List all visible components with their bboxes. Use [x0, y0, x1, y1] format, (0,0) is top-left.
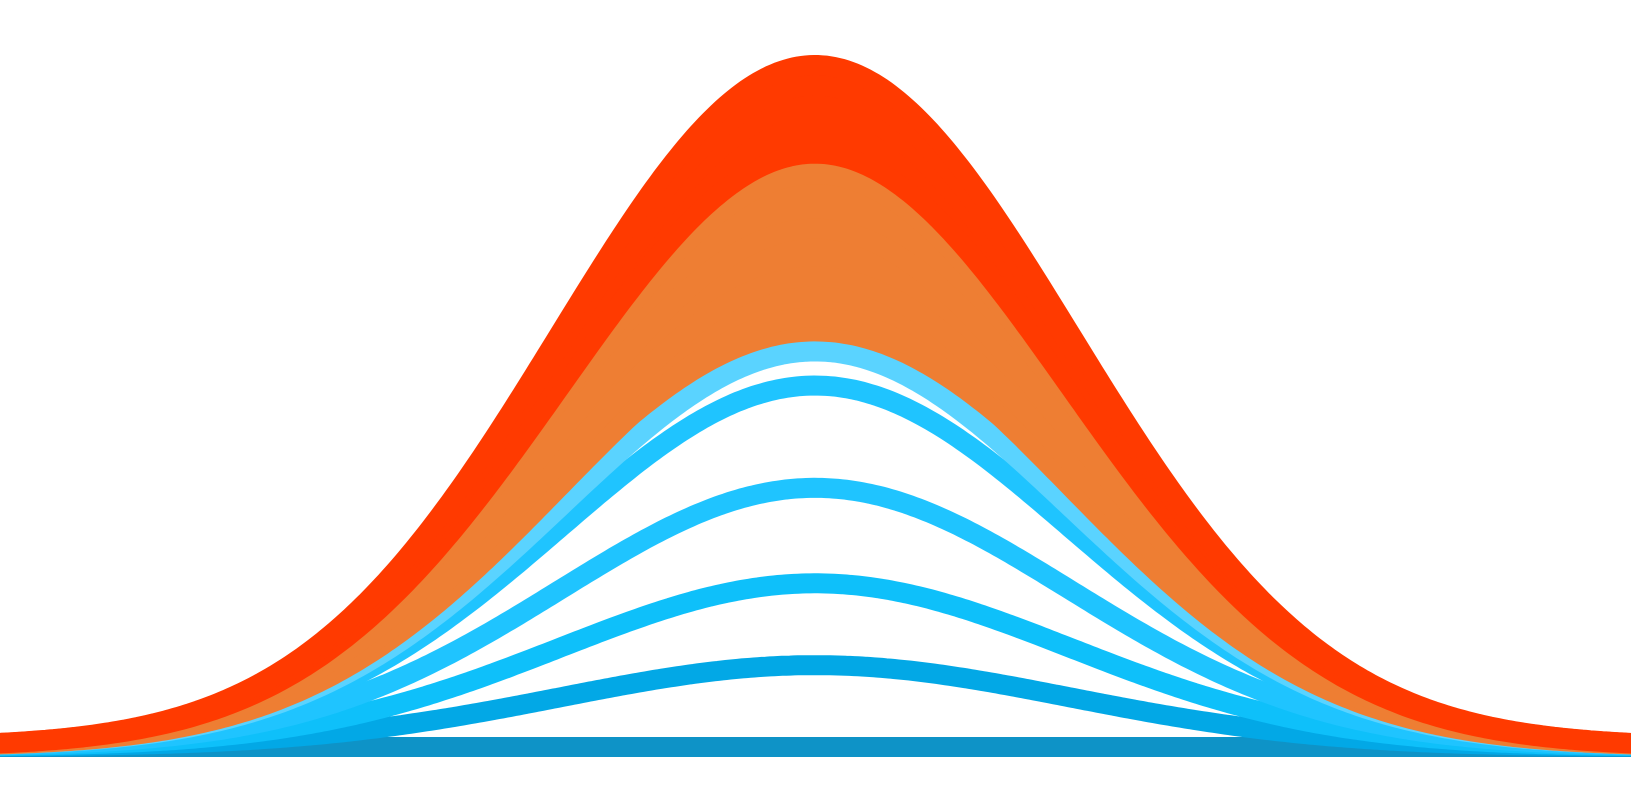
curves-layer	[0, 55, 1631, 757]
curve-red-4	[0, 55, 1631, 753]
